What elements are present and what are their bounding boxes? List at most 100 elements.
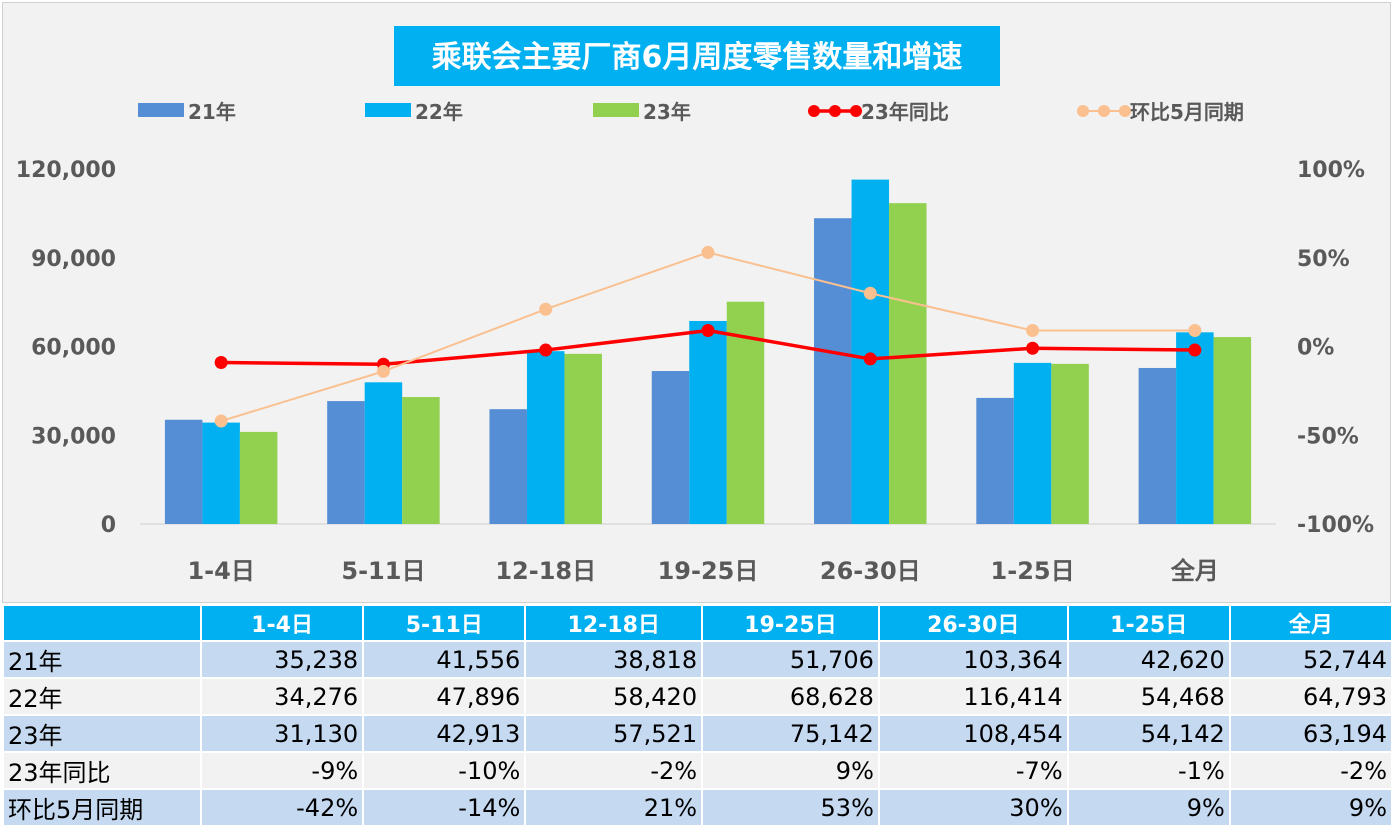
point-环比5月同期 <box>1026 324 1040 338</box>
bar-21年 <box>1138 367 1177 524</box>
left-tick-label: 60,000 <box>31 336 116 361</box>
table-header: 1-4日 5-11日 12-18日 19-25日 26-30日 1-25日 全月 <box>4 606 1391 640</box>
bar-21年 <box>976 397 1014 524</box>
left-tick-label: 120,000 <box>16 158 116 183</box>
chart-svg: 乘联会主要厂商6月周度零售数量和增速 0 30,000 60,000 90,000 120… <box>16 26 1374 585</box>
right-tick-label: -100% <box>1297 513 1374 538</box>
bar-22年 <box>851 179 890 524</box>
table-cell: 41,556 <box>364 642 525 677</box>
table-cell: 47,896 <box>364 679 525 714</box>
bar-23年 <box>889 203 927 524</box>
table-cell: 全月 <box>1230 606 1391 640</box>
legend-marker-环比5月同期 <box>1098 105 1110 117</box>
data-table: 1-4日 5-11日 12-18日 19-25日 26-30日 1-25日 全月 21年 35,… <box>2 604 1393 827</box>
table-cell: -2% <box>1230 753 1391 788</box>
point-环比5月同期 <box>863 286 877 300</box>
table-cell: 54,142 <box>1068 716 1229 751</box>
bar-23年 <box>1051 363 1089 524</box>
point-环比5月同期 <box>539 302 553 316</box>
bar-21年 <box>814 218 852 524</box>
left-tick-label: 90,000 <box>31 247 116 272</box>
table-cell: 5-11日 <box>364 606 525 640</box>
table-cell: 53% <box>703 790 878 825</box>
table-cell: 64,793 <box>1230 679 1391 714</box>
legend-label: 23年同比 <box>861 100 949 124</box>
table-cell: 30% <box>879 790 1067 825</box>
bar-21年 <box>489 409 527 524</box>
category-label: 12-18日 <box>495 557 596 585</box>
bar-23年 <box>402 397 440 524</box>
point-环比5月同期 <box>701 245 715 259</box>
legend-marker-23年同比 <box>808 105 820 117</box>
row-label: 环比5月同期 <box>4 790 200 825</box>
left-tick-label: 0 <box>101 513 116 538</box>
table-cell: 68,628 <box>703 679 878 714</box>
table-cell: 9% <box>1230 790 1391 825</box>
table-cell: 12-18日 <box>526 606 702 640</box>
table-cell: 9% <box>1068 790 1229 825</box>
chart-title: 乘联会主要厂商6月周度零售数量和增速 <box>432 40 963 75</box>
table-row: 23年同比 -9% -10% -2% 9% -7% -1% -2% <box>4 753 1391 788</box>
table-cell: 21% <box>526 790 702 825</box>
table-cell: -9% <box>202 753 363 788</box>
table-cell: -2% <box>526 753 702 788</box>
category-label: 26-30日 <box>820 557 921 585</box>
table-cell: 75,142 <box>703 716 878 751</box>
point-23年同比 <box>539 343 553 357</box>
right-tick-label: 0% <box>1297 336 1334 361</box>
point-23年同比 <box>214 355 228 369</box>
table-cell: 31,130 <box>202 716 363 751</box>
table-cell: -10% <box>364 753 525 788</box>
bar-22年 <box>202 422 240 524</box>
legend-marker-环比5月同期 <box>1119 105 1131 117</box>
table-cell: 9% <box>703 753 878 788</box>
table-cell: -1% <box>1068 753 1229 788</box>
legend-marker-23年同比 <box>850 105 862 117</box>
category-label: 19-25日 <box>658 557 759 585</box>
table-cell: -42% <box>202 790 363 825</box>
table-cell: 52,744 <box>1230 642 1391 677</box>
row-label: 22年 <box>4 679 200 714</box>
bar-21年 <box>327 401 365 524</box>
bar-22年 <box>1176 332 1214 524</box>
legend-marker-23年同比 <box>829 105 841 117</box>
bar-22年 <box>1013 362 1052 524</box>
table-cell: 116,414 <box>879 679 1067 714</box>
legend-label: 环比5月同期 <box>1130 100 1244 124</box>
category-label: 全月 <box>1170 557 1219 585</box>
legend-marker-环比5月同期 <box>1077 105 1089 117</box>
right-tick-label: 100% <box>1297 158 1365 183</box>
point-23年同比 <box>701 324 715 338</box>
right-tick-label: -50% <box>1297 424 1359 449</box>
table-cell: 57,521 <box>526 716 702 751</box>
row-label <box>4 606 200 640</box>
point-23年同比 <box>863 352 877 366</box>
left-tick-label: 30,000 <box>31 424 116 449</box>
category-label: 1-25日 <box>991 557 1075 585</box>
table-cell: 1-4日 <box>202 606 363 640</box>
row-label: 23年同比 <box>4 753 200 788</box>
bar-23年 <box>1213 337 1252 524</box>
legend-swatch-21年 <box>138 103 184 117</box>
row-label: 21年 <box>4 642 200 677</box>
category-label: 1-4日 <box>187 557 254 585</box>
point-环比5月同期 <box>1188 324 1202 338</box>
table-cell: 103,364 <box>879 642 1067 677</box>
table-cell: 38,818 <box>526 642 702 677</box>
table-cell: -7% <box>879 753 1067 788</box>
right-tick-label: 50% <box>1297 247 1350 272</box>
table-cell: 19-25日 <box>703 606 878 640</box>
table-row: 22年 34,276 47,896 58,420 68,628 116,414 54,468… <box>4 679 1391 714</box>
bar-23年 <box>239 431 278 524</box>
table-cell: 42,913 <box>364 716 525 751</box>
table-row: 环比5月同期 -42% -14% 21% 53% 30% 9% 9% <box>4 790 1391 825</box>
row-label: 23年 <box>4 716 200 751</box>
table-cell: -14% <box>364 790 525 825</box>
point-23年同比 <box>1026 341 1040 355</box>
legend-label: 23年 <box>643 100 691 124</box>
table-cell: 108,454 <box>879 716 1067 751</box>
table-cell: 35,238 <box>202 642 363 677</box>
point-环比5月同期 <box>376 364 390 378</box>
table-cell: 58,420 <box>526 679 702 714</box>
table-cell: 34,276 <box>202 679 363 714</box>
